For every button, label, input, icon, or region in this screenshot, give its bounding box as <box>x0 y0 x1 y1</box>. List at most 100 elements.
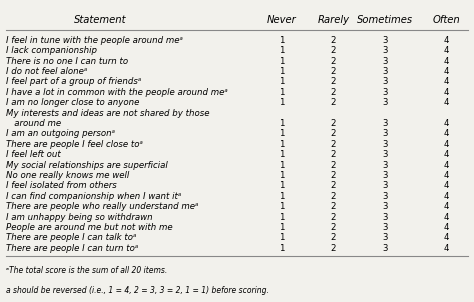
Text: 1: 1 <box>279 202 284 211</box>
Text: 4: 4 <box>444 130 449 138</box>
Text: 2: 2 <box>331 192 337 201</box>
Text: 3: 3 <box>383 36 388 45</box>
Text: 1: 1 <box>279 171 284 180</box>
Text: My interests and ideas are not shared by those: My interests and ideas are not shared by… <box>6 109 210 117</box>
Text: 3: 3 <box>383 171 388 180</box>
Text: 1: 1 <box>279 223 284 232</box>
Text: 3: 3 <box>383 213 388 222</box>
Text: 2: 2 <box>331 182 337 191</box>
Text: People are around me but not with me: People are around me but not with me <box>6 223 173 232</box>
Text: 2: 2 <box>331 46 337 55</box>
Text: I feel left out: I feel left out <box>6 150 61 159</box>
Text: Rarely: Rarely <box>318 15 350 25</box>
Text: 1: 1 <box>279 130 284 138</box>
Text: 3: 3 <box>383 150 388 159</box>
Text: I feel part of a group of friendsᵃ: I feel part of a group of friendsᵃ <box>6 77 141 86</box>
Text: 3: 3 <box>383 67 388 76</box>
Text: 3: 3 <box>383 233 388 243</box>
Text: 2: 2 <box>331 213 337 222</box>
Text: 3: 3 <box>383 77 388 86</box>
Text: around me: around me <box>6 119 61 128</box>
Text: Never: Never <box>267 15 297 25</box>
Text: 2: 2 <box>331 223 337 232</box>
Text: I feel in tune with the people around meᵃ: I feel in tune with the people around me… <box>6 36 183 45</box>
Text: 4: 4 <box>444 88 449 97</box>
Text: No one really knows me well: No one really knows me well <box>6 171 129 180</box>
Text: 2: 2 <box>331 67 337 76</box>
Text: 1: 1 <box>279 98 284 107</box>
Text: 4: 4 <box>444 77 449 86</box>
Text: 2: 2 <box>331 36 337 45</box>
Text: 3: 3 <box>383 161 388 170</box>
Text: 4: 4 <box>444 202 449 211</box>
Text: 4: 4 <box>444 150 449 159</box>
Text: 1: 1 <box>279 46 284 55</box>
Text: 3: 3 <box>383 98 388 107</box>
Text: 4: 4 <box>444 67 449 76</box>
Text: 2: 2 <box>331 244 337 253</box>
Text: Statement: Statement <box>74 15 127 25</box>
Text: 1: 1 <box>279 161 284 170</box>
Text: 4: 4 <box>444 233 449 243</box>
Text: 2: 2 <box>331 161 337 170</box>
Text: I lack companionship: I lack companionship <box>6 46 97 55</box>
Text: Sometimes: Sometimes <box>357 15 413 25</box>
Text: 4: 4 <box>444 36 449 45</box>
Text: 1: 1 <box>279 150 284 159</box>
Text: 2: 2 <box>331 77 337 86</box>
Text: 2: 2 <box>331 140 337 149</box>
Text: 4: 4 <box>444 192 449 201</box>
Text: I do not feel aloneᵃ: I do not feel aloneᵃ <box>6 67 87 76</box>
Text: 1: 1 <box>279 140 284 149</box>
Text: There is no one I can turn to: There is no one I can turn to <box>6 56 128 66</box>
Text: 3: 3 <box>383 192 388 201</box>
Text: ᵃThe total score is the sum of all 20 items.: ᵃThe total score is the sum of all 20 it… <box>6 266 167 275</box>
Text: Often: Often <box>433 15 461 25</box>
Text: 4: 4 <box>444 46 449 55</box>
Text: 1: 1 <box>279 56 284 66</box>
Text: There are people I feel close toᵃ: There are people I feel close toᵃ <box>6 140 143 149</box>
Text: 1: 1 <box>279 244 284 253</box>
Text: There are people I can turn toᵃ: There are people I can turn toᵃ <box>6 244 138 253</box>
Text: 4: 4 <box>444 98 449 107</box>
Text: 2: 2 <box>331 130 337 138</box>
Text: 4: 4 <box>444 171 449 180</box>
Text: I have a lot in common with the people around meᵃ: I have a lot in common with the people a… <box>6 88 228 97</box>
Text: I can find companionship when I want itᵃ: I can find companionship when I want itᵃ <box>6 192 182 201</box>
Text: 4: 4 <box>444 119 449 128</box>
Text: I am an outgoing personᵃ: I am an outgoing personᵃ <box>6 130 115 138</box>
Text: 3: 3 <box>383 182 388 191</box>
Text: 4: 4 <box>444 161 449 170</box>
Text: 2: 2 <box>331 202 337 211</box>
Text: I am no longer close to anyone: I am no longer close to anyone <box>6 98 139 107</box>
Text: My social relationships are superficial: My social relationships are superficial <box>6 161 168 170</box>
Text: 2: 2 <box>331 150 337 159</box>
Text: 3: 3 <box>383 202 388 211</box>
Text: 4: 4 <box>444 56 449 66</box>
Text: 3: 3 <box>383 119 388 128</box>
Text: 3: 3 <box>383 140 388 149</box>
Text: a should be reversed (i.e., 1 = 4, 2 = 3, 3 = 2, 1 = 1) before scoring.: a should be reversed (i.e., 1 = 4, 2 = 3… <box>6 286 269 295</box>
Text: 1: 1 <box>279 77 284 86</box>
Text: There are people who really understand meᵃ: There are people who really understand m… <box>6 202 199 211</box>
Text: 2: 2 <box>331 98 337 107</box>
Text: 1: 1 <box>279 36 284 45</box>
Text: 1: 1 <box>279 88 284 97</box>
Text: 2: 2 <box>331 119 337 128</box>
Text: 4: 4 <box>444 244 449 253</box>
Text: 4: 4 <box>444 182 449 191</box>
Text: 1: 1 <box>279 119 284 128</box>
Text: 1: 1 <box>279 192 284 201</box>
Text: 1: 1 <box>279 67 284 76</box>
Text: 4: 4 <box>444 140 449 149</box>
Text: 3: 3 <box>383 223 388 232</box>
Text: 3: 3 <box>383 244 388 253</box>
Text: 3: 3 <box>383 46 388 55</box>
Text: There are people I can talk toᵃ: There are people I can talk toᵃ <box>6 233 137 243</box>
Text: 3: 3 <box>383 130 388 138</box>
Text: 1: 1 <box>279 182 284 191</box>
Text: I am unhappy being so withdrawn: I am unhappy being so withdrawn <box>6 213 153 222</box>
Text: 2: 2 <box>331 233 337 243</box>
Text: 1: 1 <box>279 213 284 222</box>
Text: 2: 2 <box>331 88 337 97</box>
